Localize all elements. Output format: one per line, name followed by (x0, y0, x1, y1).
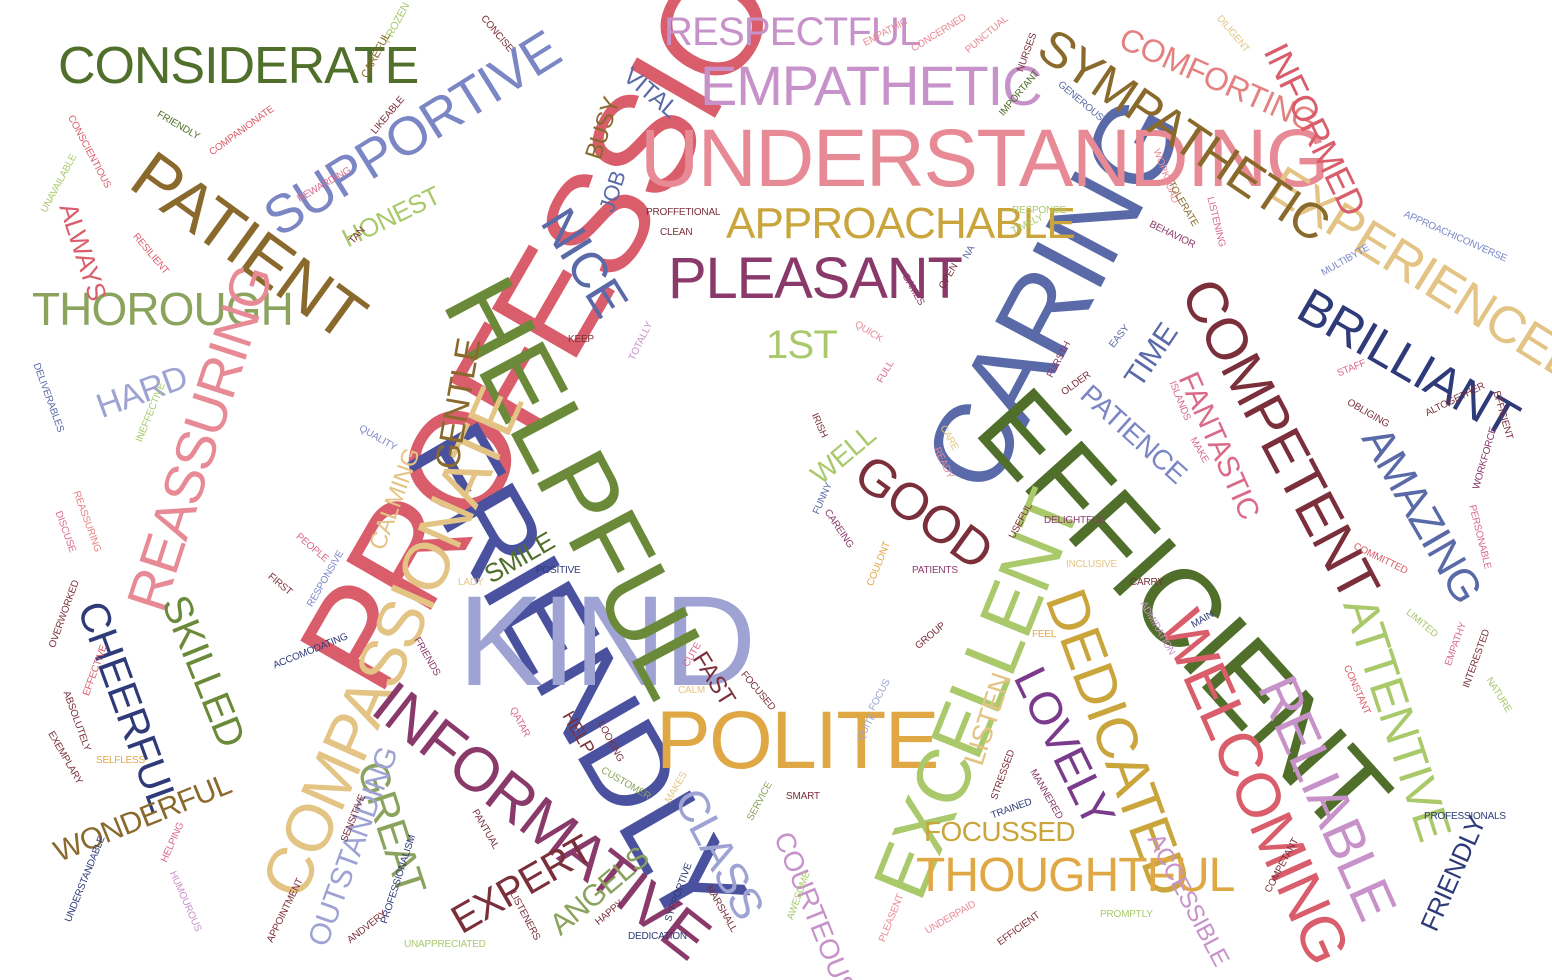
word-humourous: HUMOUROUS (166, 869, 204, 934)
word-easy: EASY (1107, 322, 1132, 351)
word-pleasant: PLEASANT (668, 246, 963, 311)
word-conscientious: CONSCIENTIOUS (65, 113, 113, 190)
word-1st: 1ST (766, 323, 838, 367)
word-quick: QUICK (852, 319, 885, 345)
word-couldnt: COULDNT (865, 540, 893, 588)
word-promptly: PROMPTLY (1100, 909, 1153, 920)
word-patients: PATIENTS (912, 565, 958, 576)
word-respectful: RESPECTFUL (664, 10, 921, 54)
word-first: FIRST (265, 571, 295, 598)
word-absolutely: ABSOLUTELY (60, 689, 93, 753)
word-resilient: RESILIENT (130, 231, 171, 277)
word-staff: STAFF (1335, 357, 1368, 380)
word-efficient-small: EFFICIENT (995, 909, 1043, 949)
word-obliging: OBLIGING (1345, 397, 1391, 431)
word-empathy: EMPATHY (1443, 620, 1469, 668)
word-carry: CARRY (1130, 577, 1164, 588)
word-full: FULL (875, 359, 897, 385)
word-group: GROUP (913, 620, 948, 652)
word-pleasent: PLEASENT (877, 892, 907, 944)
word-delightful: DELIGHTFUL (1044, 515, 1105, 526)
word-helping: HELPING (159, 820, 187, 865)
word-approachable: APPROACHABLE (726, 199, 1076, 248)
word-discuse: DISCUSE (52, 509, 78, 554)
word-skilled: SKILLED (153, 589, 254, 754)
word-andvery: ANDVERY (345, 908, 390, 946)
word-service: SERVICE (745, 780, 775, 823)
word-workforce: WORKFORCE (1471, 425, 1500, 491)
word-unappreciated: UNAPPRECIATED (404, 939, 486, 950)
word-empathetic: EMPATHETIC (700, 54, 1043, 117)
word-considerate: CONSIDERATE (58, 37, 419, 95)
word-limited: LIMITED (1403, 607, 1440, 641)
word-kind: KIND (458, 570, 756, 713)
word-understanding: UNDERSTANDING (640, 113, 1329, 204)
word-thorough: THOROUGH (32, 283, 294, 335)
word-smart: SMART (786, 791, 820, 802)
word-inclusive: INCLUSIVE (1066, 559, 1117, 570)
word-deliverables: DELIVERABLES (30, 361, 66, 434)
word-nature: NATURE (1483, 675, 1514, 715)
word-positive: POSITIVE (536, 565, 581, 576)
word-keep: KEEP (568, 334, 594, 345)
word-selfless: SELFLESS (96, 755, 145, 766)
word-focussed: FOCUSSED (924, 816, 1076, 847)
word-careing: CAREING (821, 507, 856, 551)
word-proffetional: PROFFETIONAL (646, 207, 721, 218)
word-dedication: DEDICATION (628, 931, 687, 942)
word-diligent: DILIGENT (1214, 13, 1252, 55)
word-courteous: COURTEOUS (768, 827, 862, 980)
word-response: RESPONSE (1012, 205, 1066, 216)
word-thoughtful: THOUGHTFUL (916, 849, 1235, 902)
word-calm: CALM (678, 685, 705, 696)
word-professionals: PROFESSIONALS (1424, 811, 1506, 822)
word-totally: TOTALLY (627, 320, 656, 363)
word-punctual: PUNCTUAL (963, 13, 1011, 56)
word-lady: LADY (458, 577, 484, 588)
word-polite: POLITE (656, 695, 939, 786)
word-feel: FEEL (1032, 629, 1057, 640)
word-companionate: COMPANIONATE (207, 103, 277, 159)
word-irish: IRISH (808, 411, 830, 440)
word-clean: CLEAN (660, 227, 693, 238)
